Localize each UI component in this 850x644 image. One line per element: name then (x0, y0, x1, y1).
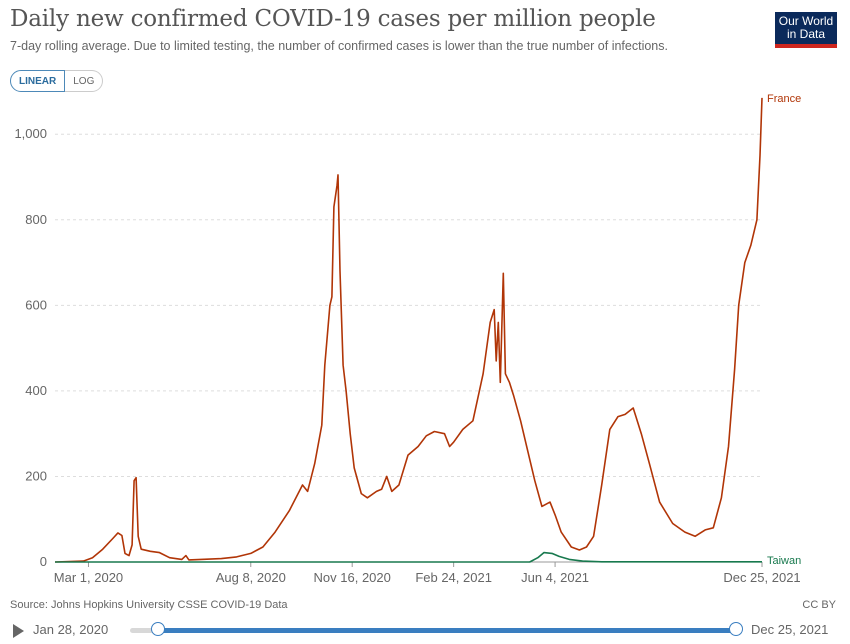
x-tick-label: Nov 16, 2020 (314, 570, 391, 585)
y-tick-label: 400 (25, 383, 47, 398)
series-label-france[interactable]: France (767, 93, 801, 105)
y-tick-label: 800 (25, 212, 47, 227)
linear-scale-button[interactable]: LINEAR (10, 70, 66, 92)
source-note: Source: Johns Hopkins University CSSE CO… (10, 599, 288, 611)
x-tick-label: Feb 24, 2021 (415, 570, 492, 585)
y-tick-label: 200 (25, 468, 47, 483)
license-link[interactable]: CC BY (802, 599, 836, 611)
series-label-taiwan[interactable]: Taiwan (767, 555, 801, 567)
log-scale-button[interactable]: LOG (65, 70, 104, 92)
timeline-slider: Jan 28, 2020 Dec 25, 2021 (0, 618, 850, 644)
timeline-range-fill (158, 628, 736, 633)
chart-subtitle: 7-day rolling average. Due to limited te… (10, 39, 668, 53)
y-tick-label: 0 (40, 554, 47, 569)
series-line-taiwan[interactable] (55, 551, 762, 563)
timeline-end-label: Dec 25, 2021 (751, 622, 829, 637)
timeline-start-label: Jan 28, 2020 (33, 622, 109, 637)
x-tick-label: Dec 25, 2021 (723, 570, 800, 585)
chart-title: Daily new confirmed COVID-19 cases per m… (10, 6, 656, 32)
play-icon[interactable] (13, 624, 24, 638)
series-line-france[interactable] (54, 97, 763, 563)
line-chart: 0 200 400 600 800 1,000 Mar 1, 2020 Aug 8, 202… (14, 93, 801, 585)
timeline-start-handle[interactable] (151, 622, 165, 636)
x-tick-label: Jun 4, 2021 (521, 570, 589, 585)
x-tick-label: Mar 1, 2020 (54, 570, 123, 585)
timeline-end-handle[interactable] (729, 622, 743, 636)
logo-line-2: in Data (786, 27, 826, 41)
scale-toggle: LINEAR LOG (10, 70, 104, 92)
x-tick-label: Aug 8, 2020 (216, 570, 286, 585)
logo-line-1: Our World (778, 14, 834, 28)
y-tick-label: 1,000 (14, 126, 47, 141)
owid-logo[interactable]: Our World in Data (775, 12, 837, 48)
y-tick-label: 600 (25, 297, 47, 312)
